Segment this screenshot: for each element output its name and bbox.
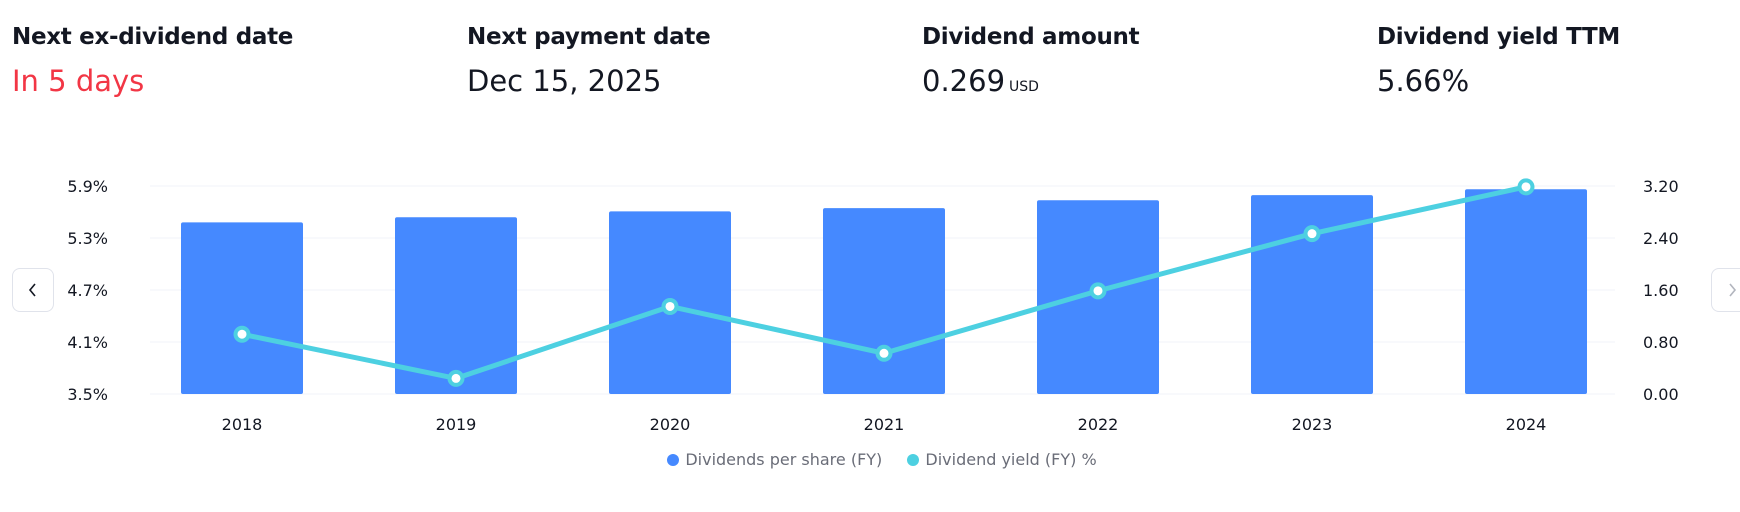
legend-item-dividend-yield[interactable]: Dividend yield (FY) %: [907, 450, 1097, 469]
stat-title: Dividend yield TTM: [1377, 24, 1620, 50]
stat-dividend-amount: Dividend amount 0.269 USD: [922, 24, 1140, 98]
next-button[interactable]: [1711, 268, 1740, 312]
stat-title: Next payment date: [467, 24, 711, 50]
amount-value: 0.269: [922, 64, 1006, 98]
chevron-left-icon: [28, 283, 36, 297]
yield-point-2018: [233, 325, 251, 343]
x-axis-tick: 2022: [1078, 415, 1119, 434]
yield-point-2024: [1517, 178, 1535, 196]
bar-2021: [823, 208, 945, 394]
bar-2018: [181, 222, 303, 394]
right-axis-tick: 0.00: [1643, 385, 1679, 404]
bar-2024: [1465, 189, 1587, 394]
bar-2023: [1251, 195, 1373, 394]
currency-unit: USD: [1009, 79, 1039, 95]
x-axis-tick: 2019: [436, 415, 477, 434]
stat-title: Next ex-dividend date: [12, 24, 294, 50]
stat-dividend-yield: Dividend yield TTM 5.66%: [1377, 24, 1620, 98]
stat-next-payment: Next payment date Dec 15, 2025: [467, 24, 711, 98]
right-axis-tick: 2.40: [1643, 229, 1679, 248]
stat-value: In 5 days: [12, 64, 145, 98]
legend-label: Dividends per share (FY): [685, 450, 883, 469]
yield-point-2019: [447, 369, 465, 387]
x-axis-tick: 2024: [1506, 415, 1547, 434]
stat-value: 0.269 USD: [922, 64, 1139, 98]
stat-value: Dec 15, 2025: [467, 64, 662, 98]
chart-legend: Dividends per share (FY) Dividend yield …: [0, 450, 1740, 470]
right-axis-tick: 0.80: [1643, 333, 1679, 352]
stat-title: Dividend amount: [922, 24, 1140, 50]
yield-point-2020: [661, 297, 679, 315]
left-axis-tick: 4.7%: [67, 281, 108, 300]
yield-point-2023: [1303, 225, 1321, 243]
x-axis-tick: 2018: [222, 415, 263, 434]
x-axis-tick: 2020: [650, 415, 691, 434]
chevron-right-icon: [1729, 283, 1737, 297]
right-axis-tick: 3.20: [1643, 177, 1679, 196]
legend-item-dividends-per-share[interactable]: Dividends per share (FY): [667, 450, 882, 469]
left-axis-tick: 5.3%: [67, 229, 108, 248]
left-axis-tick: 5.9%: [67, 177, 108, 196]
legend-label: Dividend yield (FY) %: [925, 450, 1097, 469]
legend-dot: [667, 453, 680, 466]
x-axis-tick: 2021: [864, 415, 905, 434]
yield-point-2022: [1089, 282, 1107, 300]
yield-point-2021: [875, 344, 893, 362]
left-axis-tick: 4.1%: [67, 333, 108, 352]
x-axis-tick: 2023: [1292, 415, 1333, 434]
right-axis-tick: 1.60: [1643, 281, 1679, 300]
legend-dot: [907, 453, 920, 466]
stat-value: 5.66%: [1377, 64, 1470, 98]
stat-next-ex-dividend: Next ex-dividend date In 5 days: [12, 24, 293, 98]
prev-button[interactable]: [12, 268, 54, 312]
bar-2019: [395, 217, 517, 394]
left-axis-tick: 3.5%: [67, 385, 108, 404]
